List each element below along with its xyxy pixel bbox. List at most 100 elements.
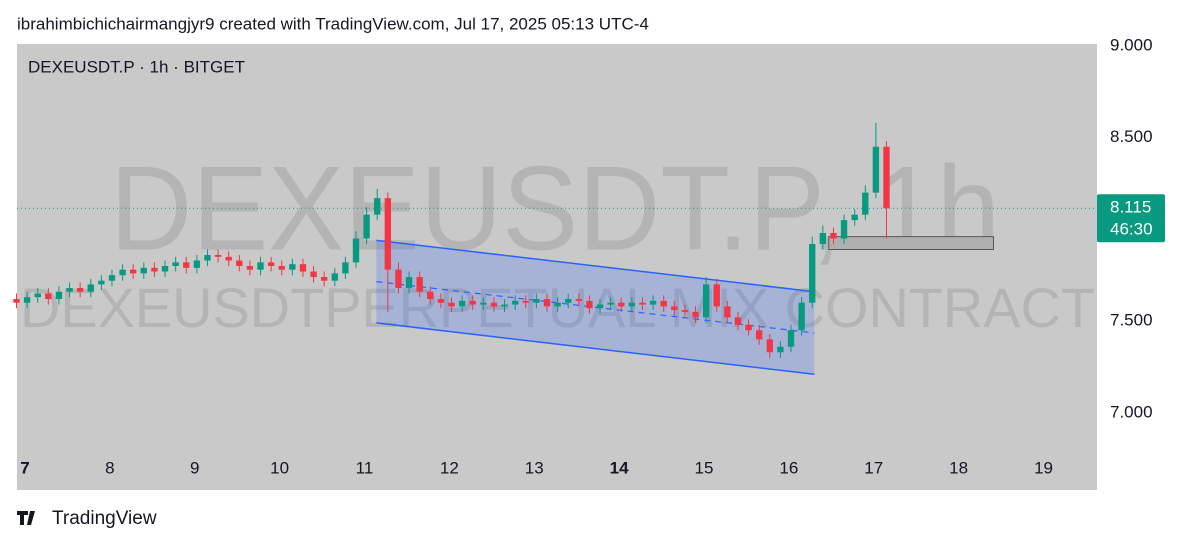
candle-body [374,198,381,215]
candle-body [713,284,720,307]
candle-body [416,277,423,292]
candle-body [214,255,222,257]
y-tick-label: 7.500 [1110,311,1153,330]
x-tick-label: 15 [695,458,714,477]
candle-body [872,146,880,193]
y-tick-label: 7.000 [1110,402,1153,421]
candle-body [501,304,508,307]
candle-body [66,288,73,292]
x-tick-label: 9 [190,458,199,477]
logo [17,511,41,525]
last-price-label: 8.115 [1110,198,1151,217]
candle-body [342,262,349,274]
candle-body [448,302,455,307]
channel-upper [376,239,815,293]
candle-body [267,262,275,267]
candle-body [660,300,667,307]
x-tick-label: 13 [525,458,544,477]
y-tick-label: 8.500 [1110,127,1153,146]
candle-body [596,304,604,309]
candle-body [586,300,593,309]
watermark: DEXEUSDT.P, 1h [110,142,1000,276]
candle-body [183,262,190,268]
candle-body [522,300,529,303]
candle-body [405,277,413,289]
candle-body [798,302,805,331]
candle-body [384,198,392,270]
y-tick-label: 9.000 [1110,35,1153,54]
candle-body [130,269,137,274]
candle-body [331,273,338,281]
candle-body [607,302,614,305]
candle-body [787,330,795,347]
candle-body [565,299,572,303]
range-box [828,236,994,250]
candle-body [98,280,105,285]
candle-body [543,299,551,307]
x-tick-label: 10 [270,458,289,477]
candle-body [45,293,52,300]
candle-body [437,299,445,303]
candle-body [161,266,169,272]
candle-body [310,271,317,278]
candle-body [649,300,657,305]
candle-body [289,264,296,270]
candle-body [278,266,285,270]
candle-body [883,146,890,209]
x-tick-label: 19 [1034,458,1053,477]
candle-body [745,324,752,331]
symbol: DEXEUSDT.P · 1h · BITGET [28,57,245,76]
candle-body [87,284,94,292]
candle-body [480,302,487,305]
candle-body [395,269,402,289]
x-tick-label: 17 [864,458,883,477]
footer: TradingView [52,508,157,529]
candle-body [320,277,328,281]
candle-body [490,302,498,307]
candle-body [639,302,646,305]
x-tick-label: 14 [610,458,629,477]
candle-body [766,339,773,353]
x-tick-label: 12 [440,458,459,477]
candle-body [533,299,540,303]
candle-body [671,306,678,311]
candle-body [34,293,41,298]
candle-body [702,284,710,318]
candle-body [108,275,116,281]
candle-body [23,297,31,303]
candle-body [724,306,731,318]
candle-body [830,232,837,239]
candle-body [225,256,232,261]
candle-body [851,214,858,221]
candle-body [554,302,561,307]
candle-body [427,291,434,300]
countdown: 46:30 [1110,220,1153,239]
candle-body [755,330,763,340]
candle-body [458,300,466,307]
candle-body [862,192,869,215]
candle-body [511,300,519,305]
candle-body [140,267,147,274]
candle-body [257,262,264,270]
candle-body [236,260,243,267]
candle-body [628,302,636,307]
candle-body [819,232,827,244]
candle-body [246,266,254,270]
candle-body [172,262,179,267]
candle-body [193,260,201,268]
candle-body [151,267,158,272]
last-price-tag [1097,194,1165,243]
candle-body [363,214,370,239]
candle-body [618,302,625,307]
candle-body [352,238,360,263]
candle-body [55,291,63,300]
candle-body [734,317,742,325]
header: ibrahimbichichairmangjyr9 created with T… [17,14,649,33]
candle-body [692,311,699,318]
logo-icon [17,511,41,525]
x-tick-label: 18 [949,458,968,477]
x-tick-label: 8 [105,458,114,477]
x-tick-label: 7 [20,458,29,477]
candle-body [76,288,84,292]
